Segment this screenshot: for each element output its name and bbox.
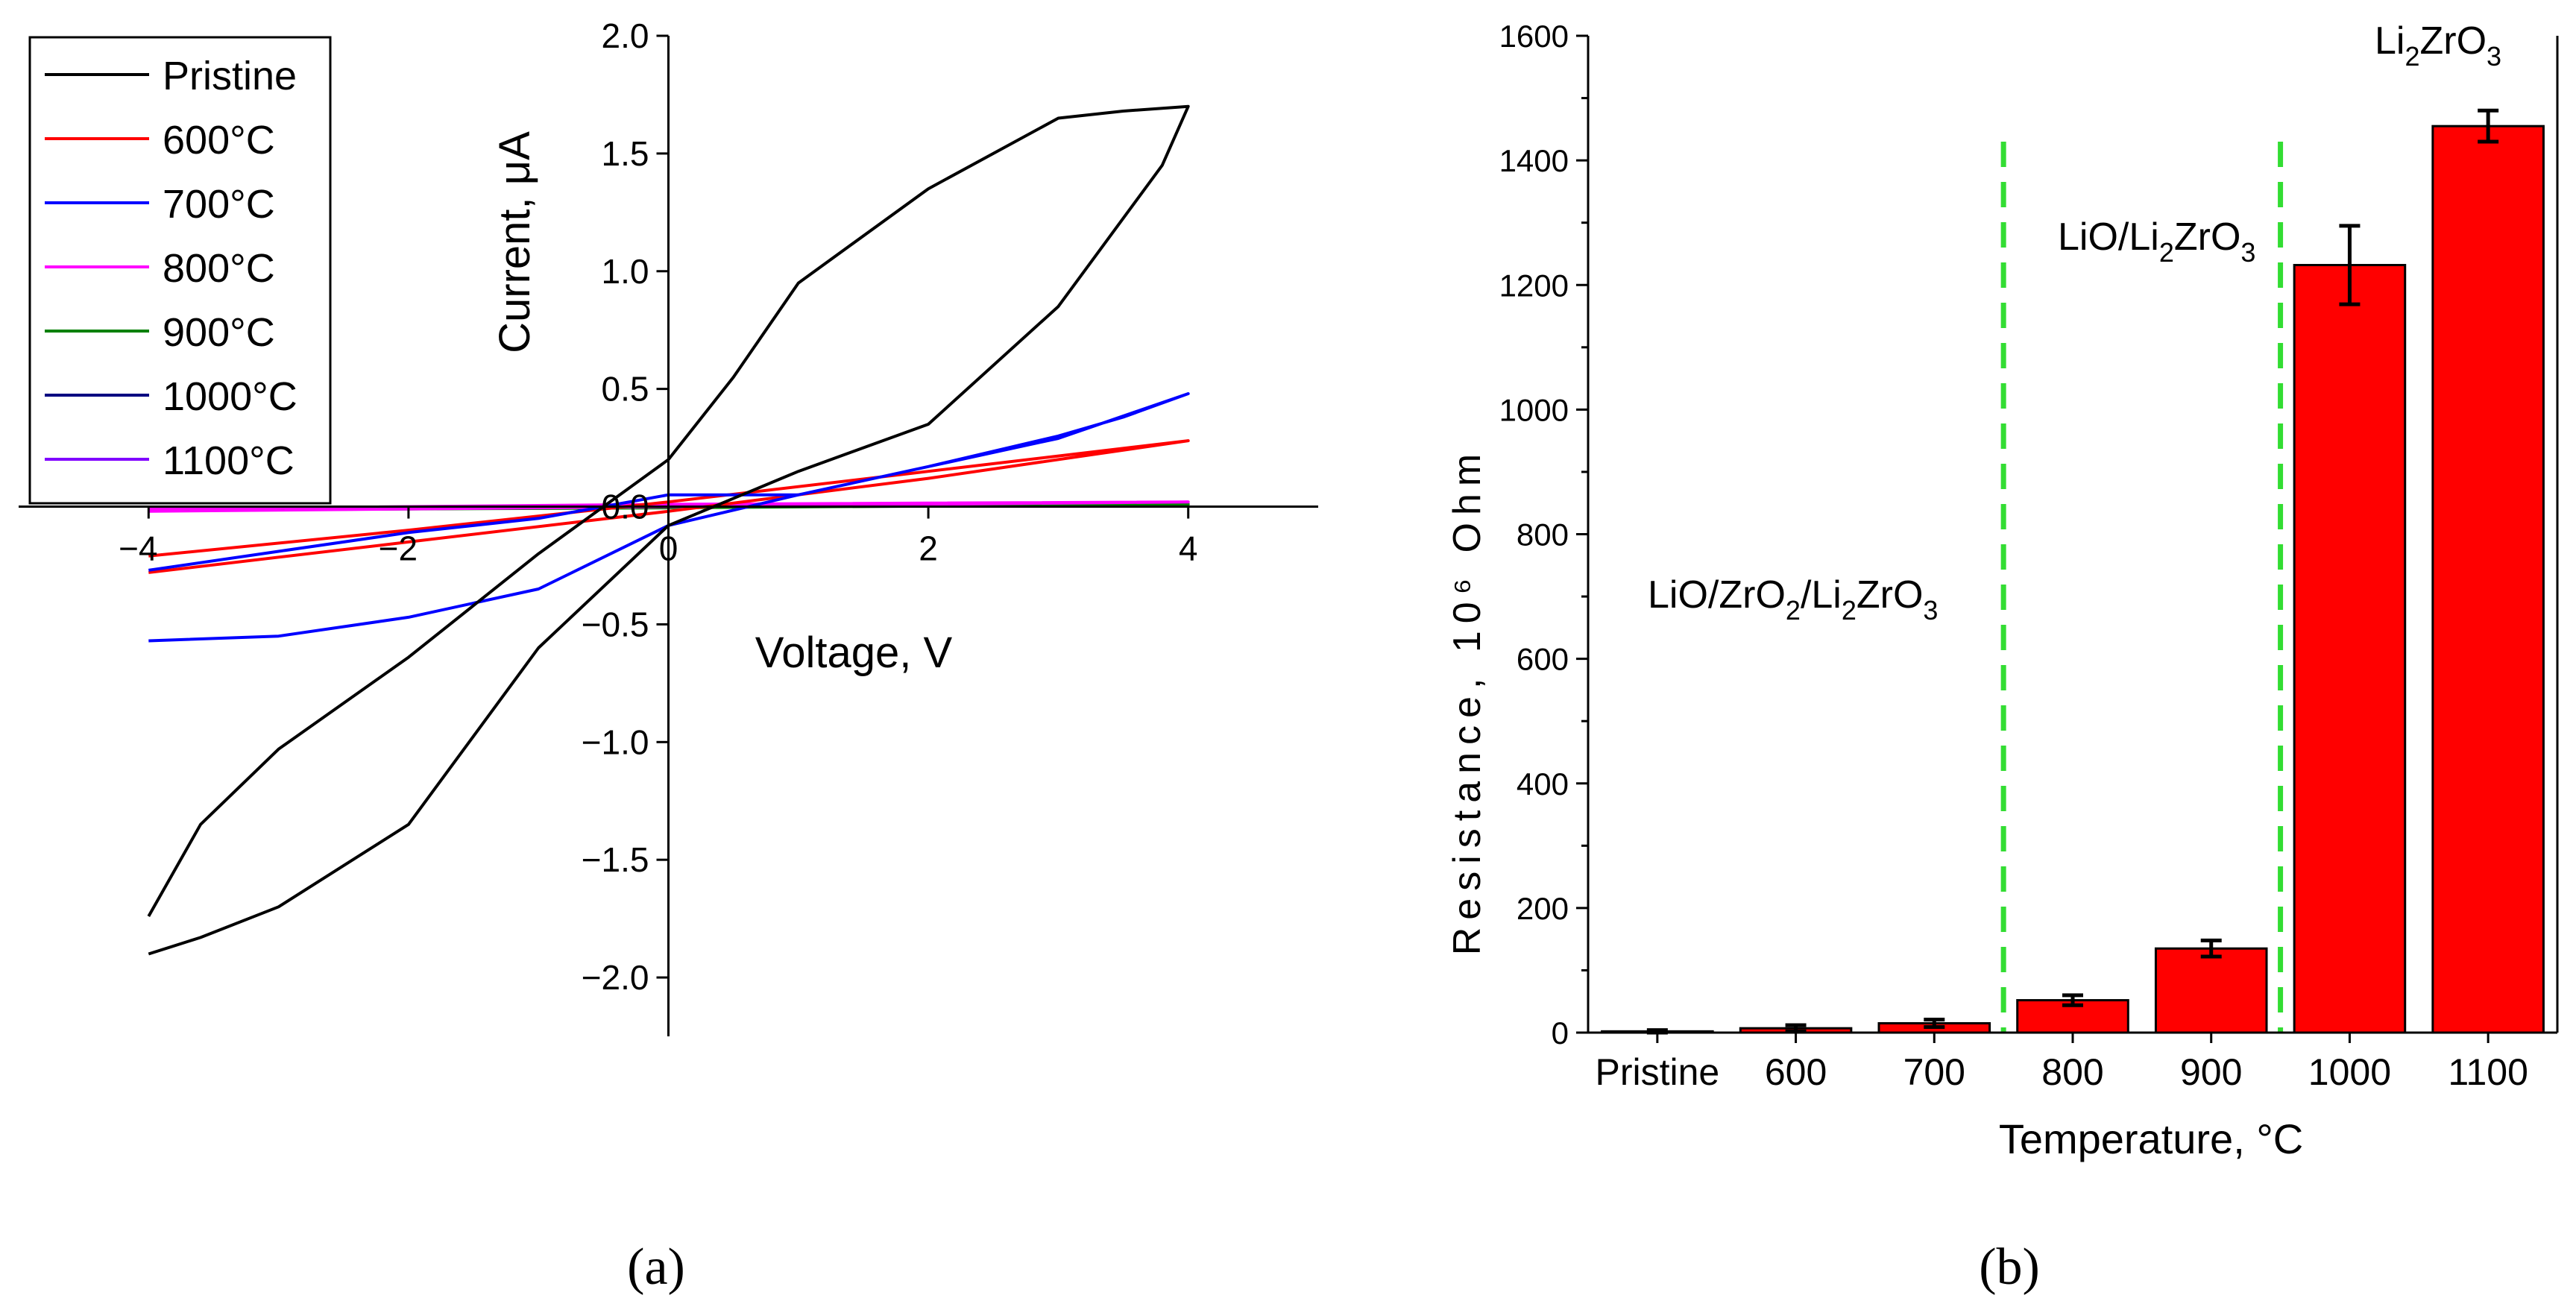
- legend-label: 800°C: [163, 246, 275, 291]
- y-tick-label: 0: [1552, 1015, 1569, 1051]
- panel-a-iv-plot: −4 −2 0 2 4 2.01.51.00.50.0−0.5−1.0−1.5−2.0 …: [19, 16, 1318, 1296]
- panel-b-bar-chart: 0 200 400 600 800 1000 1200 1400 1600 Pristine 60…: [1446, 19, 2559, 1296]
- series-line-600c: [148, 439, 1190, 574]
- x-tick-label: −2: [379, 529, 418, 568]
- y-tick-label: 1000: [1499, 392, 1569, 427]
- region-dividers: [2000, 142, 2284, 1033]
- bar-1100: [2431, 125, 2545, 1034]
- y-axis-label: Resistance, 10⁶ Ohm: [1446, 447, 1489, 956]
- panel-caption-b: (b): [1979, 1238, 2040, 1296]
- legend-label: 1100°C: [163, 438, 295, 483]
- x-tick-label: 600: [1765, 1051, 1827, 1093]
- bar-1000: [2293, 264, 2407, 1034]
- y-tick-label: 800: [1517, 517, 1569, 552]
- legend-label: 900°C: [163, 310, 275, 355]
- series-line-pristine: [147, 104, 1190, 956]
- x-axis-ticks: −4 −2 0 2 4: [119, 506, 1198, 568]
- series-line-700c: [148, 392, 1190, 643]
- legend: Pristine 600°C 700°C 800°C 900°C 1000°C 1100°C: [28, 36, 332, 505]
- y-tick-label: 2.0: [602, 16, 649, 55]
- y-tick-label: −1.5: [582, 840, 649, 879]
- y-tick-label: −1.0: [582, 722, 649, 761]
- x-tick-label: 4: [1179, 529, 1198, 568]
- x-tick-label: −4: [119, 529, 157, 568]
- annotation-phase-mixed: LiO/ZrO2/Li2ZrO3: [1648, 573, 1938, 626]
- panel-caption-a: (a): [627, 1238, 685, 1296]
- y-tick-label: −0.5: [582, 605, 649, 643]
- bars: [1601, 125, 2545, 1034]
- y-tick-label: −2.0: [582, 958, 649, 997]
- y-tick-label: 0.5: [602, 370, 649, 409]
- bar-900: [2154, 947, 2268, 1034]
- y-tick-label: 0.0: [602, 488, 649, 526]
- x-tick-label: Pristine: [1595, 1051, 1719, 1093]
- legend-label: 600°C: [163, 118, 275, 163]
- x-axis-ticks: Pristine 600 700 800 900 1000 1100: [1595, 1033, 2528, 1093]
- y-tick-label: 1.0: [602, 252, 649, 291]
- y-tick-label: 600: [1517, 642, 1569, 677]
- annotation-phase-li2zro3: Li2ZrO3: [2375, 19, 2501, 72]
- legend-label: 1000°C: [163, 374, 297, 419]
- y-tick-label: 1600: [1499, 19, 1569, 54]
- y-tick-label: 1400: [1499, 143, 1569, 178]
- x-tick-label: 1100: [2448, 1051, 2528, 1093]
- legend-label: 700°C: [163, 182, 275, 227]
- x-tick-label: 700: [1903, 1051, 1965, 1093]
- x-axis-label: Temperature, °C: [1999, 1115, 2303, 1162]
- x-axis-label: Voltage, V: [755, 629, 953, 677]
- y-tick-label: 400: [1517, 766, 1569, 801]
- x-tick-label: 800: [2041, 1051, 2103, 1093]
- legend-frame: [28, 36, 332, 505]
- legend-label: Pristine: [163, 54, 297, 98]
- x-tick-label: 0: [659, 529, 678, 568]
- y-axis-ticks: 0 200 400 600 800 1000 1200 1400 1600: [1499, 19, 1588, 1051]
- y-axis-ticks: 2.0 1.5 1.0 0.5 0.0 −0.5 −1.0 −1.5 −2.0: [582, 16, 669, 997]
- x-tick-label: 1000: [2308, 1051, 2391, 1093]
- y-tick-label: 200: [1517, 891, 1569, 926]
- y-axis-label: Current, μA: [491, 131, 539, 353]
- y-tick-label: 1200: [1499, 268, 1569, 303]
- x-tick-label: 900: [2180, 1051, 2242, 1093]
- x-tick-label: 2: [919, 529, 938, 568]
- y-tick-label: 1.5: [602, 134, 649, 173]
- annotation-phase-lio-li2zro3: LiO/Li2ZrO3: [2058, 215, 2255, 268]
